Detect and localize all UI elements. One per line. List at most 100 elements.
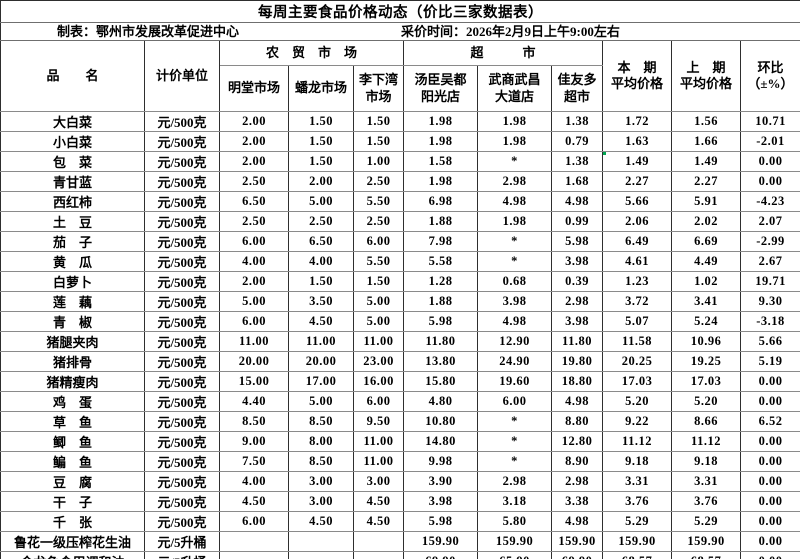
previous-avg-cell: 19.25 <box>671 351 741 372</box>
group-header-supermarket: 超 市 <box>403 40 603 66</box>
current-avg-cell: 17.03 <box>602 371 672 392</box>
mingtang-price-cell: 2.00 <box>219 131 289 152</box>
jiayouduo-price-cell: 19.80 <box>551 351 603 372</box>
change-pct-cell: 5.19 <box>740 351 800 372</box>
change-pct-cell: -2.01 <box>740 131 800 152</box>
lixiawan-price-cell: 1.50 <box>353 271 404 292</box>
table-row: 青甘蓝 元/500克 2.50 2.00 2.50 1.98 2.98 1.68… <box>0 171 800 192</box>
current-avg-cell: 20.25 <box>602 351 672 372</box>
mingtang-price-cell: 4.40 <box>219 391 289 412</box>
table-row: 包 菜 元/500克 2.00 1.50 1.00 1.58 * 1.38 1.… <box>0 151 800 172</box>
lixiawan-price-cell: 1.50 <box>353 111 404 132</box>
tangchen-price-cell: 5.98 <box>403 311 478 332</box>
jiayouduo-price-cell: 0.39 <box>551 271 603 292</box>
panlong-price-cell: 8.50 <box>288 451 354 472</box>
panlong-price-cell: 8.50 <box>288 411 354 432</box>
previous-avg-cell: 3.31 <box>671 471 741 492</box>
col-header-wushang-store: 武商武昌 大道店 <box>477 65 552 112</box>
table-row: 鸡 蛋 元/500克 4.40 5.00 6.00 4.80 6.00 4.98… <box>0 391 800 412</box>
current-avg-cell: 2.06 <box>602 211 672 232</box>
mingtang-price-cell: 6.00 <box>219 511 289 532</box>
current-avg-cell: 159.90 <box>602 531 672 552</box>
table-row: 千 张 元/500克 6.00 4.50 4.50 5.98 5.80 4.98… <box>0 511 800 532</box>
jiayouduo-price-cell: 3.98 <box>551 311 603 332</box>
product-name-cell: 包 菜 <box>0 151 145 172</box>
mingtang-price-cell: 2.00 <box>219 111 289 132</box>
change-pct-cell: 10.71 <box>740 111 800 132</box>
table-row: 青 椒 元/500克 6.00 4.50 5.00 5.98 4.98 3.98… <box>0 311 800 332</box>
tangchen-price-cell: 1.88 <box>403 291 478 312</box>
table-row: 干 子 元/500克 4.50 3.00 4.50 3.98 3.18 3.38… <box>0 491 800 512</box>
wushang-price-cell: 4.98 <box>477 311 552 332</box>
lixiawan-price-cell: 23.00 <box>353 351 404 372</box>
mingtang-price-cell: 20.00 <box>219 351 289 372</box>
wushang-price-cell: 0.68 <box>477 271 552 292</box>
jiayouduo-price-cell: 4.98 <box>551 191 603 212</box>
panlong-price-cell: 2.00 <box>288 171 354 192</box>
unit-cell: 元/500克 <box>144 371 220 392</box>
lixiawan-price-cell: 2.50 <box>353 211 404 232</box>
panlong-price-cell: 5.00 <box>288 391 354 412</box>
tangchen-price-cell: 1.58 <box>403 151 478 172</box>
table-row: 西红柿 元/500克 6.50 5.00 5.50 6.98 4.98 4.98… <box>0 191 800 212</box>
table-maker-label: 制表：鄂州市发展改革促进中心 <box>57 24 240 39</box>
current-avg-cell: 2.27 <box>602 171 672 192</box>
col-header-lixiawan-market: 李下湾 市场 <box>353 65 404 112</box>
table-row: 鳊 鱼 元/500克 7.50 8.50 11.00 9.98 * 8.90 9… <box>0 451 800 472</box>
previous-avg-cell: 10.96 <box>671 331 741 352</box>
unit-cell: 元/500克 <box>144 391 220 412</box>
mingtang-price-cell: 4.00 <box>219 251 289 272</box>
product-name-cell: 猪精瘦肉 <box>0 371 145 392</box>
panlong-price-cell: 1.50 <box>288 111 354 132</box>
title-row: 每周主要食品价格动态（价比三家数据表） <box>0 0 800 23</box>
table-row: 黄 瓜 元/500克 4.00 4.00 5.50 5.58 * 3.98 4.… <box>0 251 800 272</box>
change-pct-cell: 0.00 <box>740 151 800 172</box>
wushang-price-cell: 159.90 <box>477 531 552 552</box>
unit-cell: 元/500克 <box>144 111 220 132</box>
lixiawan-price-cell: 11.00 <box>353 431 404 452</box>
current-avg-cell: 5.66 <box>602 191 672 212</box>
jiayouduo-price-cell: 4.98 <box>551 391 603 412</box>
panlong-price-cell: 6.50 <box>288 231 354 252</box>
jiayouduo-price-cell: 11.80 <box>551 331 603 352</box>
tangchen-price-cell: 159.90 <box>403 531 478 552</box>
lixiawan-price-cell: 5.50 <box>353 251 404 272</box>
change-pct-cell: 0.00 <box>740 451 800 472</box>
jiayouduo-price-cell: 69.90 <box>551 551 603 559</box>
change-pct-cell: 0.00 <box>740 471 800 492</box>
change-pct-cell: 0.00 <box>740 171 800 192</box>
mingtang-price-cell: 9.00 <box>219 431 289 452</box>
unit-cell: 元/500克 <box>144 251 220 272</box>
cell-indicator-flag <box>603 152 606 155</box>
mingtang-price-cell: 2.50 <box>219 211 289 232</box>
tangchen-price-cell: 6.98 <box>403 191 478 212</box>
mingtang-price-cell: 5.00 <box>219 291 289 312</box>
tangchen-price-cell: 1.98 <box>403 131 478 152</box>
product-name-cell: 土 豆 <box>0 211 145 232</box>
panlong-price-cell: 20.00 <box>288 351 354 372</box>
col-header-panlong-market: 蟠龙市场 <box>288 65 354 112</box>
change-pct-cell: 0.00 <box>740 551 800 559</box>
panlong-price-cell: 3.00 <box>288 471 354 492</box>
jiayouduo-price-cell: 1.38 <box>551 151 603 172</box>
tangchen-price-cell: 4.80 <box>403 391 478 412</box>
mingtang-price-cell: 8.50 <box>219 411 289 432</box>
panlong-price-cell: 5.00 <box>288 191 354 212</box>
previous-avg-cell: 8.66 <box>671 411 741 432</box>
lixiawan-price-cell <box>353 531 404 552</box>
mingtang-price-cell: 7.50 <box>219 451 289 472</box>
previous-avg-cell: 4.49 <box>671 251 741 272</box>
unit-cell: 元/5升桶 <box>144 531 220 552</box>
current-avg-cell: 4.61 <box>602 251 672 272</box>
wushang-price-cell: * <box>477 411 552 432</box>
current-avg-cell: 9.22 <box>602 411 672 432</box>
previous-avg-cell: 1.49 <box>671 151 741 172</box>
jiayouduo-price-cell: 0.79 <box>551 131 603 152</box>
col-header-tangchen-store: 汤臣吴都 阳光店 <box>403 65 478 112</box>
col-header-previous-avg: 上 期 平均价格 <box>671 40 741 112</box>
wushang-price-cell: * <box>477 151 552 172</box>
col-header-unit: 计价单位 <box>144 40 220 112</box>
previous-avg-cell: 3.76 <box>671 491 741 512</box>
table-row: 小白菜 元/500克 2.00 1.50 1.50 1.98 1.98 0.79… <box>0 131 800 152</box>
